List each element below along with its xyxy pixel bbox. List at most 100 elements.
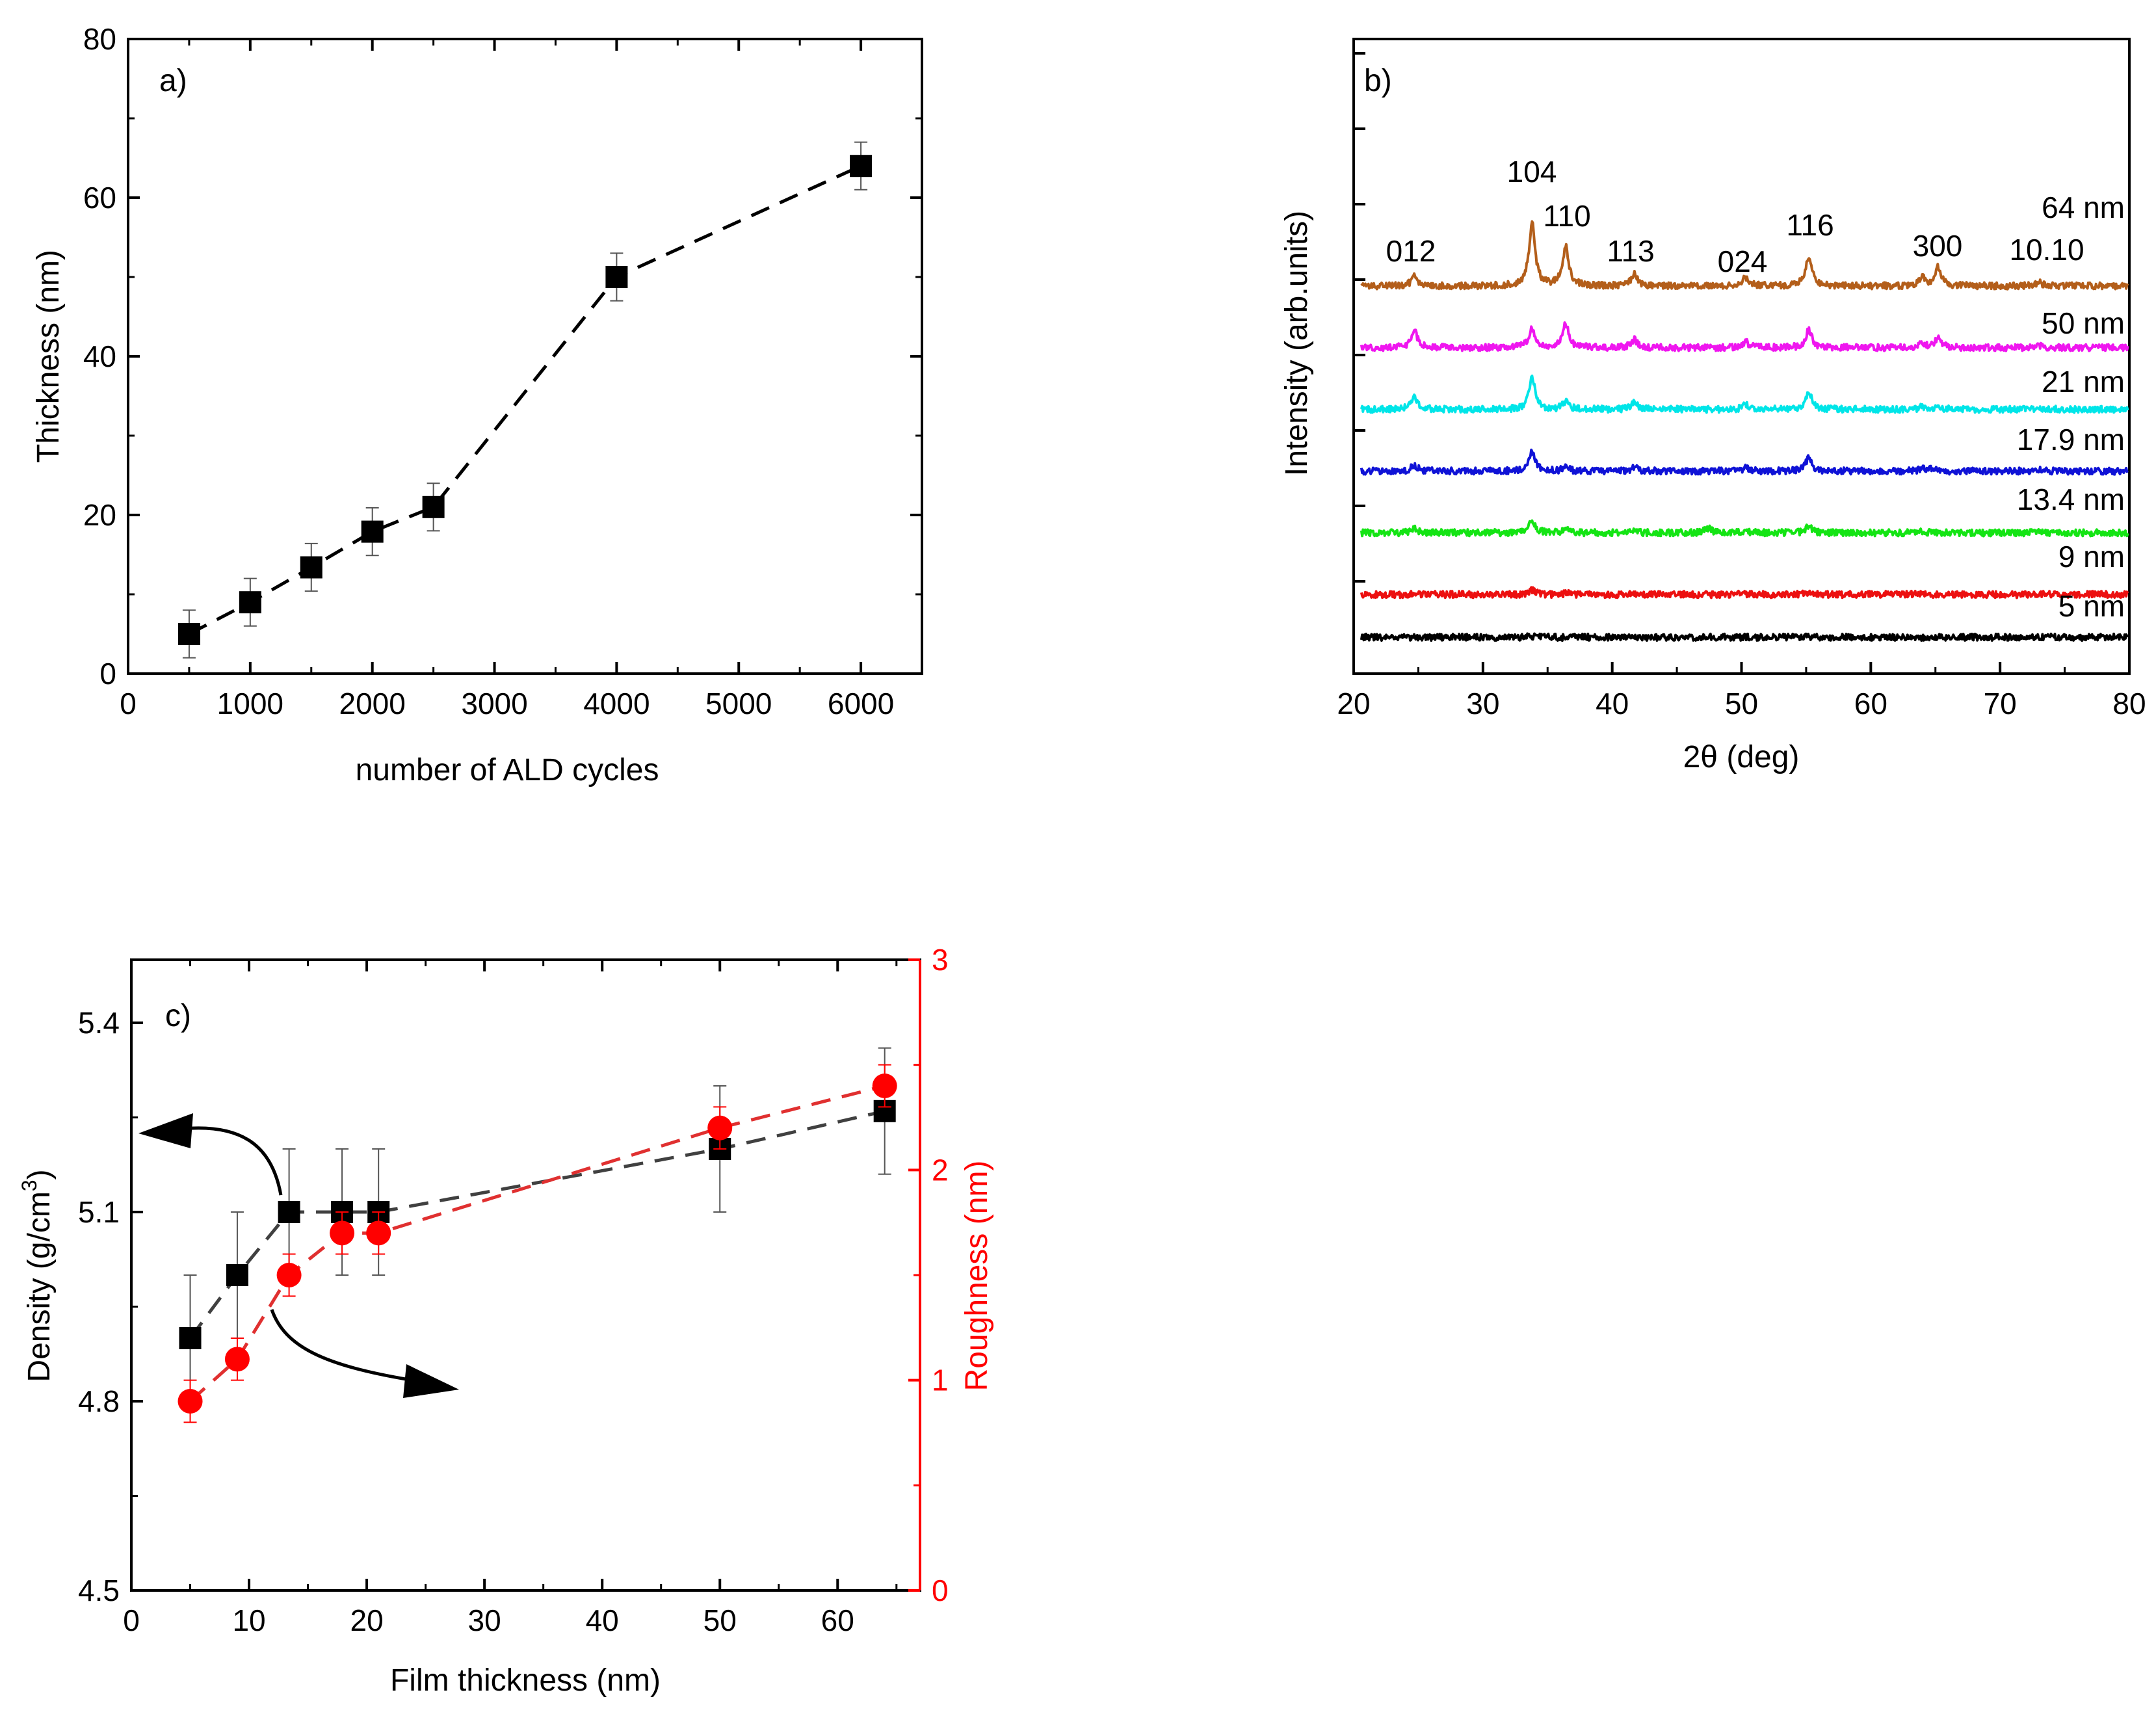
x-tick-label: 6000 [828, 687, 894, 720]
panel-a-label: a) [159, 64, 187, 98]
panel-c-left-y-axis-label: Density (g/cm3) [18, 1169, 57, 1382]
left-y-tick-label: 4.8 [78, 1384, 120, 1418]
panel-a-x-axis-label: number of ALD cycles [356, 753, 659, 787]
peak-label: 300 [1913, 229, 1963, 263]
x-tick-label: 50 [1725, 687, 1758, 720]
data-point-square [605, 266, 628, 288]
peak-label: 012 [1386, 234, 1436, 268]
series-label: 50 nm [2042, 306, 2125, 340]
x-tick-label: 20 [1337, 687, 1370, 720]
series-label: 9 nm [2058, 540, 2125, 574]
roughness-point-circle [872, 1074, 897, 1098]
roughness-point-circle [707, 1115, 733, 1140]
y-tick-label: 80 [83, 22, 116, 56]
x-tick-label: 80 [2112, 687, 2146, 720]
density-point-square [226, 1264, 248, 1286]
panel-b-annotations: 64 nm 50 nm 21 nm 17.9 nm 13.4 nm 9 nm 5 nm 012… [1386, 155, 2125, 623]
panel-c-series [177, 1047, 897, 1423]
peak-label: 110 [1543, 199, 1590, 233]
right-y-tick-label: 3 [932, 943, 949, 977]
panel-b-frame [1352, 38, 2131, 675]
x-tick-label: 1000 [217, 687, 283, 720]
y-tick-label: 40 [83, 339, 116, 373]
panel-b-xrd-patterns: 20 30 40 50 60 70 80 64 nm 50 nm 21 nm 17.9 nm 13.… [1280, 38, 2146, 774]
roughness-point-circle [276, 1263, 302, 1287]
x-tick-label: 0 [123, 1603, 140, 1637]
x-tick-label: 5000 [705, 687, 772, 720]
density-point-square [278, 1201, 300, 1223]
x-tick-label: 70 [1984, 687, 2017, 720]
left-y-tick-label: 5.1 [78, 1195, 120, 1229]
x-tick-label: 4000 [583, 687, 650, 720]
roughness-point-circle [330, 1220, 355, 1246]
panel-c-right-y-axis-label: Roughness (nm) [960, 1161, 994, 1391]
density-dashed-line [189, 1109, 886, 1339]
panel-c-frame [130, 958, 921, 1592]
xrd-curve-13-4-nm [1360, 519, 2129, 538]
roughness-point-circle [177, 1389, 203, 1414]
xrd-curve-50-nm [1360, 321, 2129, 352]
roughness-dashed-line [189, 1084, 886, 1403]
panel-b-series [1360, 220, 2129, 642]
density-point-square [179, 1327, 202, 1349]
x-tick-label: 40 [1596, 687, 1629, 720]
series-label: 17.9 nm [2017, 423, 2125, 456]
data-point-square [361, 520, 384, 543]
density-label-sup: 3 [18, 1180, 41, 1191]
xrd-curve-9-nm [1360, 586, 2129, 600]
left-y-tick-label: 4.5 [78, 1574, 120, 1607]
data-point-square [850, 155, 873, 178]
right-y-tick-label: 0 [932, 1574, 949, 1607]
x-tick-label: 50 [703, 1603, 737, 1637]
panel-b-ticks: 20 30 40 50 60 70 80 [1337, 52, 2146, 720]
panel-a-series [177, 141, 873, 659]
arrow-to-right-axis [270, 1309, 410, 1382]
panel-c-x-axis-label: Film thickness (nm) [390, 1663, 661, 1698]
peak-label: 116 [1786, 208, 1834, 242]
y-tick-label: 0 [99, 657, 116, 691]
x-tick-label: 2000 [339, 687, 406, 720]
panel-b-label: b) [1364, 64, 1392, 98]
x-tick-label: 60 [1854, 687, 1887, 720]
panel-c-label: c) [165, 999, 191, 1033]
arrow-to-left-axis-head [138, 1113, 193, 1148]
xrd-curve-5-nm [1360, 632, 2129, 642]
panel-c-ticks: 0 10 20 30 40 50 60 4.5 4.8 5.1 5.4 0 1 2 3 [78, 943, 949, 1637]
panel-b-y-axis-label: Intensity (arb.units) [1280, 211, 1314, 476]
panel-a-thickness-vs-cycles: 0 1000 2000 3000 4000 5000 6000 0 20 40 60 80 a) nu… [31, 22, 923, 787]
series-label: 21 nm [2042, 365, 2125, 399]
arrow-to-left-axis [181, 1126, 283, 1196]
left-y-tick-label: 5.4 [78, 1006, 120, 1040]
y-tick-label: 20 [83, 498, 116, 532]
data-point-square [422, 495, 445, 518]
x-tick-label: 40 [586, 1603, 619, 1637]
panel-a-ticks: 0 1000 2000 3000 4000 5000 6000 0 20 40 60 80 [83, 22, 922, 720]
x-tick-label: 0 [120, 687, 137, 720]
y-tick-label: 60 [83, 181, 116, 215]
xrd-curve-17-9-nm [1360, 448, 2129, 476]
peak-label: 10.10 [2009, 233, 2084, 267]
density-label-main: Density (g/cm [22, 1191, 57, 1382]
x-tick-label: 30 [1466, 687, 1499, 720]
x-tick-label: 60 [821, 1603, 854, 1637]
peak-label: 104 [1507, 155, 1557, 189]
right-y-tick-label: 1 [932, 1364, 949, 1397]
x-tick-label: 10 [232, 1603, 265, 1637]
xrd-curve-64-nm [1360, 220, 2129, 291]
series-label: 13.4 nm [2017, 482, 2125, 516]
series-label: 5 nm [2058, 589, 2125, 623]
panel-a-y-axis-label: Thickness (nm) [31, 250, 66, 463]
right-y-tick-label: 2 [932, 1153, 949, 1187]
roughness-point-circle [224, 1347, 250, 1372]
density-label-tail: ) [22, 1169, 57, 1180]
x-tick-label: 3000 [461, 687, 527, 720]
panel-c-density-roughness: 0 10 20 30 40 50 60 4.5 4.8 5.1 5.4 0 1 2 3 c) Film th… [18, 943, 994, 1698]
xrd-curve-21-nm [1360, 375, 2129, 414]
series-label: 64 nm [2042, 191, 2125, 224]
data-point-square [239, 591, 261, 614]
arrow-to-right-axis-head [403, 1364, 459, 1398]
data-point-square [300, 556, 322, 579]
x-tick-label: 30 [468, 1603, 501, 1637]
x-tick-label: 20 [350, 1603, 384, 1637]
